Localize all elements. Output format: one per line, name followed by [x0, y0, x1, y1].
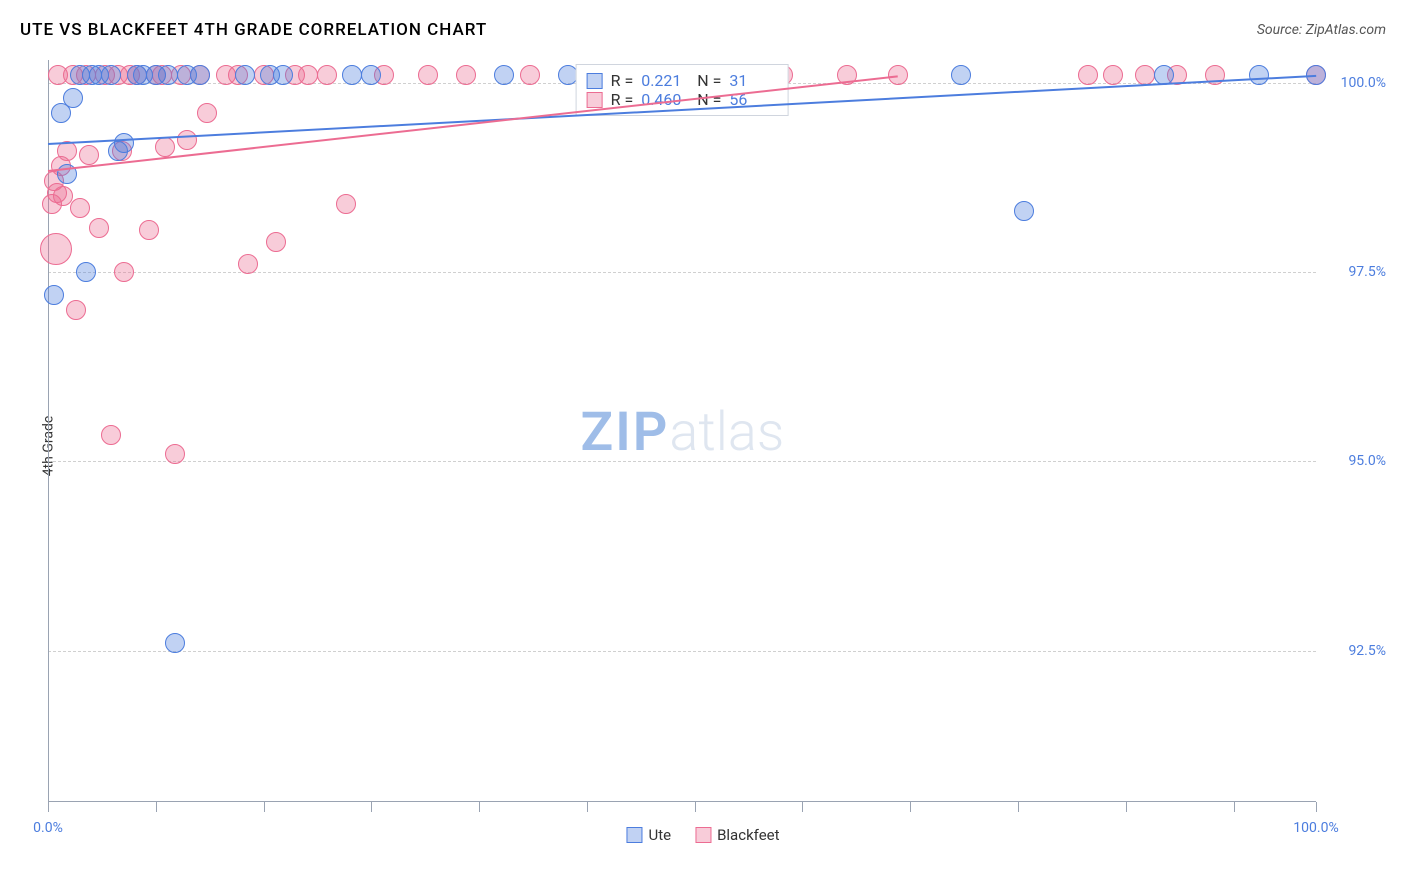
- n-label: N =: [697, 71, 721, 90]
- blackfeet-point: [66, 300, 86, 320]
- ute-swatch: [626, 827, 642, 843]
- x-tick: [371, 802, 372, 812]
- x-tick: [1234, 802, 1235, 812]
- x-tick: [264, 802, 265, 812]
- legend-item-blackfeet: Blackfeet: [695, 826, 779, 844]
- blackfeet-point: [114, 262, 134, 282]
- chart-plot-area: 92.5%95.0%97.5%100.0%0.0%100.0%ZIPatlasR…: [48, 60, 1316, 802]
- ute-point: [114, 133, 134, 153]
- blackfeet-point: [266, 232, 286, 252]
- x-tick: [1316, 802, 1317, 812]
- ute-point: [158, 65, 178, 85]
- blackfeet-point: [456, 65, 476, 85]
- blackfeet-point: [238, 254, 258, 274]
- trendline: [48, 75, 898, 172]
- blackfeet-point: [520, 65, 540, 85]
- blackfeet-point: [1103, 65, 1123, 85]
- ute-point: [1014, 201, 1034, 221]
- y-tick-label: 97.5%: [1348, 264, 1386, 280]
- gridline: [48, 461, 1316, 462]
- x-tick: [1018, 802, 1019, 812]
- blackfeet-point: [1135, 65, 1155, 85]
- blackfeet-point: [155, 137, 175, 157]
- gridline: [48, 651, 1316, 652]
- ute-point: [44, 285, 64, 305]
- ute-point: [1249, 65, 1269, 85]
- ute-point: [951, 65, 971, 85]
- blackfeet-point: [317, 65, 337, 85]
- ute-point: [273, 65, 293, 85]
- blackfeet-point: [40, 233, 72, 265]
- x-tick: [910, 802, 911, 812]
- ute-point: [235, 65, 255, 85]
- blackfeet-swatch: [695, 827, 711, 843]
- ute-point: [165, 633, 185, 653]
- x-tick: [156, 802, 157, 812]
- y-tick-label: 100.0%: [1341, 75, 1386, 91]
- ute-point: [63, 88, 83, 108]
- blackfeet-point: [336, 194, 356, 214]
- blackfeet-point: [298, 65, 318, 85]
- x-tick: [802, 802, 803, 812]
- ute-point: [494, 65, 514, 85]
- ute-point: [342, 65, 362, 85]
- blackfeet-point: [418, 65, 438, 85]
- ute-point: [101, 65, 121, 85]
- gridline: [48, 272, 1316, 273]
- x-tick: [479, 802, 480, 812]
- blackfeet-point: [165, 444, 185, 464]
- y-tick-label: 92.5%: [1348, 643, 1386, 659]
- legend-label: Blackfeet: [717, 826, 779, 844]
- blackfeet-point: [101, 425, 121, 445]
- x-tick: [587, 802, 588, 812]
- blackfeet-point: [1078, 65, 1098, 85]
- x-tick: [695, 802, 696, 812]
- ute-point: [76, 262, 96, 282]
- ute-point: [361, 65, 381, 85]
- legend-label: Ute: [648, 826, 671, 844]
- blackfeet-point: [70, 198, 90, 218]
- x-tick: [1126, 802, 1127, 812]
- blackfeet-point: [139, 220, 159, 240]
- legend-row-ute: R = 0.221 N = 31: [587, 71, 778, 90]
- blackfeet-point: [177, 130, 197, 150]
- y-tick-label: 95.0%: [1348, 453, 1386, 469]
- x-tick-label: 100.0%: [1293, 820, 1338, 836]
- blackfeet-swatch: [587, 92, 603, 108]
- legend-item-ute: Ute: [626, 826, 671, 844]
- blackfeet-point: [89, 218, 109, 238]
- n-value: 31: [729, 71, 777, 90]
- ute-point: [190, 65, 210, 85]
- r-value: 0.221: [641, 71, 689, 90]
- ute-swatch: [587, 73, 603, 89]
- x-tick-label: 0.0%: [33, 820, 63, 836]
- legend-bottom: Ute Blackfeet: [626, 826, 779, 844]
- x-tick: [48, 802, 49, 812]
- r-label: R =: [611, 71, 634, 90]
- blackfeet-point: [79, 145, 99, 165]
- blackfeet-point: [197, 103, 217, 123]
- source-attribution: Source: ZipAtlas.com: [1257, 22, 1386, 38]
- chart-title: UTE VS BLACKFEET 4TH GRADE CORRELATION C…: [20, 20, 487, 40]
- watermark: ZIPatlas: [581, 401, 785, 464]
